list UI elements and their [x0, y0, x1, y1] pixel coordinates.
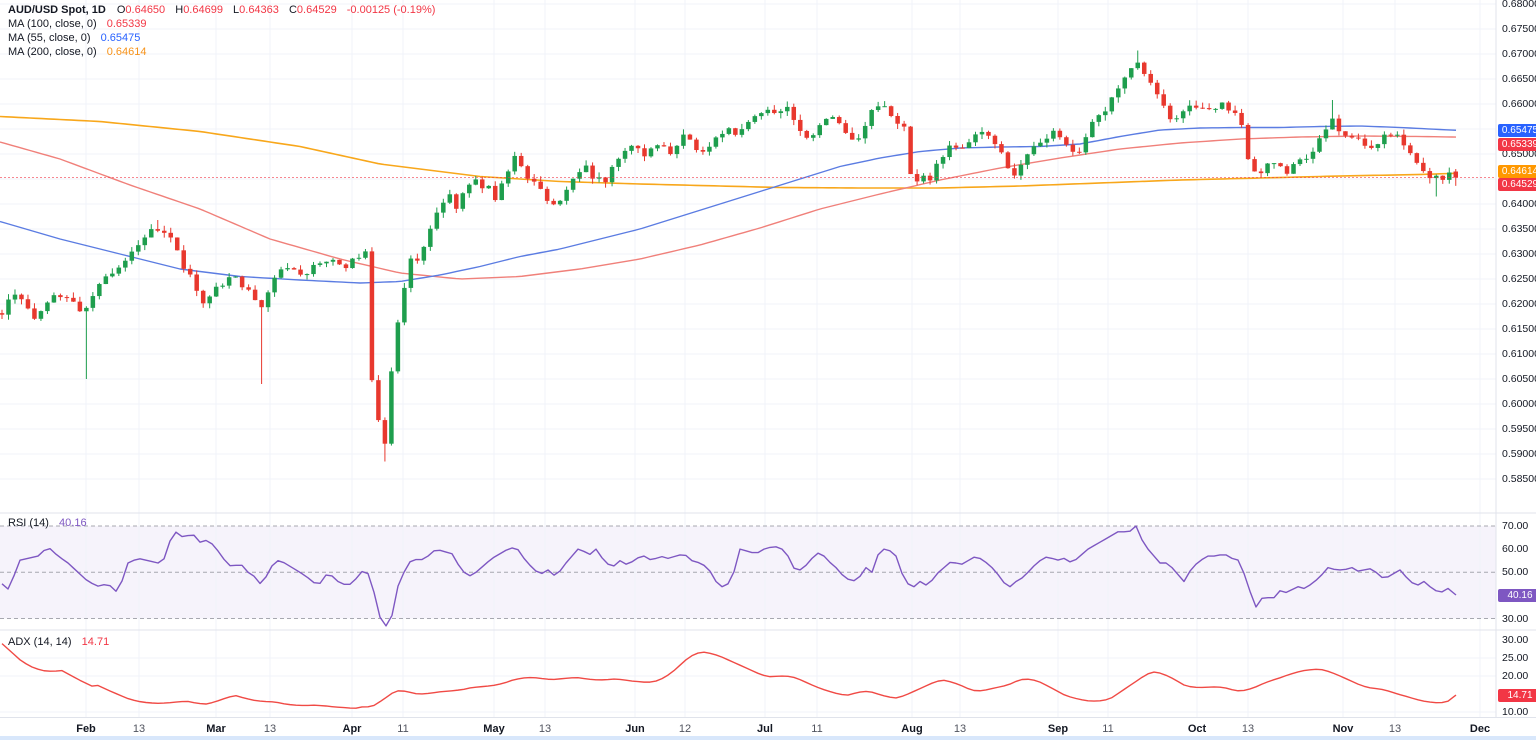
time-tick-label-13: 13: [263, 723, 277, 735]
gridlines: [0, 0, 1496, 717]
price-tick-label: 0.58500: [1502, 473, 1536, 485]
ma200-value: 0.64614: [106, 46, 147, 58]
time-tick-label-jul: Jul: [757, 723, 773, 735]
time-tick-label-oct: Oct: [1187, 723, 1207, 735]
ma100-price-badge: 0.65339: [1498, 137, 1536, 151]
time-tick-label-apr: Apr: [342, 723, 362, 735]
ma100-value: 0.65339: [106, 18, 147, 30]
ohlc-low: L0.64363: [233, 4, 279, 16]
adx-line: [1, 643, 1457, 709]
ma55-price-badge: 0.65475: [1498, 124, 1536, 137]
rsi-line: [1, 525, 1457, 627]
ohlc-open: O0.64650: [116, 4, 166, 16]
adx-legend[interactable]: ADX (14, 14) 14.71: [8, 636, 109, 649]
ohlc-close: C0.64529: [288, 4, 337, 16]
symbol-legend-row[interactable]: AUD/USD Spot, 1D O0.64650 H0.64699 L0.64…: [8, 4, 435, 17]
ma200-price-badge: 0.64614: [1498, 164, 1536, 178]
adx-value: 14.71: [81, 636, 110, 648]
rsi-tick-label: 50.00: [1502, 566, 1529, 579]
time-tick-label-11: 11: [1102, 723, 1114, 735]
symbol-legend[interactable]: AUD/USD Spot, 1D O0.64650 H0.64699 L0.64…: [8, 4, 435, 60]
last-price-badge: 0.64529: [1498, 178, 1536, 191]
time-axis[interactable]: Feb 13 Mar 13 Apr 11 May 13 Jun 12 Jul 11 Aug 13 Sep 11…: [0, 717, 1536, 740]
ma55-value: 0.65475: [100, 32, 141, 44]
ma100-line: [0, 135, 1457, 280]
ma200-label: MA (200, close, 0): [8, 46, 97, 58]
rsi-tick-label: 60.00: [1502, 543, 1529, 556]
time-tick-label-mar: Mar: [206, 723, 226, 735]
rsi-tick-label: 70.00: [1502, 520, 1529, 532]
adx-tick-label: 30.00: [1502, 634, 1529, 646]
symbol-title[interactable]: AUD/USD Spot, 1D: [8, 4, 106, 16]
time-tick-label-dec: Dec: [1469, 723, 1491, 735]
ma200-line: [0, 115, 1457, 189]
time-tick-label-11: 11: [811, 723, 823, 735]
rsi-label: RSI (14): [8, 517, 49, 529]
adx-tick-label: 25.00: [1502, 652, 1529, 664]
candles-layer[interactable]: [0, 50, 1459, 462]
ma55-label: MA (55, close, 0): [8, 32, 91, 44]
ma200-legend-row[interactable]: MA (200, close, 0) 0.64614: [8, 46, 435, 59]
rsi-tick-label: 30.00: [1502, 612, 1529, 625]
time-tick-label-nov: Nov: [1332, 723, 1354, 735]
time-tick-label-13: 13: [132, 723, 146, 735]
ma100-legend-row[interactable]: MA (100, close, 0) 0.65339: [8, 18, 435, 31]
rsi-legend[interactable]: RSI (14) 40.16: [8, 517, 87, 530]
adx-tick-label: 10.00: [1502, 706, 1529, 718]
ma55-legend-row[interactable]: MA (55, close, 0) 0.65475: [8, 32, 435, 45]
time-tick-label-sep: Sep: [1047, 723, 1069, 735]
adx-label: ADX (14, 14): [8, 636, 72, 648]
time-tick-label-feb: Feb: [76, 723, 96, 735]
rsi-value: 40.16: [59, 517, 87, 529]
time-axis-highlight-strip: [0, 736, 1536, 740]
adx-value-badge: 14.71: [1498, 688, 1536, 702]
ma55-line: [0, 125, 1457, 284]
time-tick-label-13: 13: [1388, 723, 1402, 735]
ohlc-high: H0.64699: [175, 4, 223, 16]
time-tick-label-13: 13: [1241, 723, 1255, 735]
price-change: -0.00125 (-0.19%): [346, 4, 436, 16]
time-tick-label-11: 11: [397, 723, 409, 735]
time-tick-label-aug: Aug: [901, 723, 923, 735]
rsi-value-badge: 40.16: [1498, 588, 1536, 602]
time-tick-label-jun: Jun: [625, 723, 645, 735]
time-tick-label-13: 13: [953, 723, 967, 735]
ma100-label: MA (100, close, 0): [8, 18, 97, 30]
time-tick-label-13: 13: [538, 723, 552, 735]
time-tick-label-12: 12: [678, 723, 692, 735]
adx-tick-label: 20.00: [1502, 670, 1529, 682]
time-tick-label-may: May: [483, 723, 505, 735]
